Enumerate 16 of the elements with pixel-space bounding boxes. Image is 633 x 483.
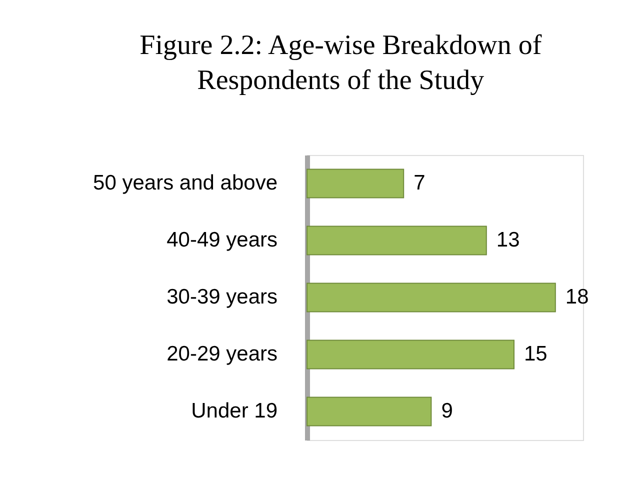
bar xyxy=(306,340,514,370)
y-tick-label: 40-49 years xyxy=(166,228,278,252)
data-label: 7 xyxy=(414,172,426,194)
data-label: 18 xyxy=(565,286,589,308)
bar xyxy=(306,226,487,256)
chart-title: Figure 2.2: Age-wise Breakdown of Respondents of the Study xyxy=(140,30,542,96)
data-label: 15 xyxy=(524,342,548,366)
y-tick-label: 50 years and above xyxy=(93,172,278,194)
y-tick-label: Under 19 xyxy=(191,400,278,422)
data-label: 9 xyxy=(441,400,453,422)
bar xyxy=(306,396,432,426)
y-tick-label: 30-39 years xyxy=(166,286,278,308)
y-tick-label: 20-29 years xyxy=(166,342,278,366)
bar xyxy=(306,168,404,198)
bar xyxy=(306,282,556,312)
data-label: 13 xyxy=(496,228,520,252)
